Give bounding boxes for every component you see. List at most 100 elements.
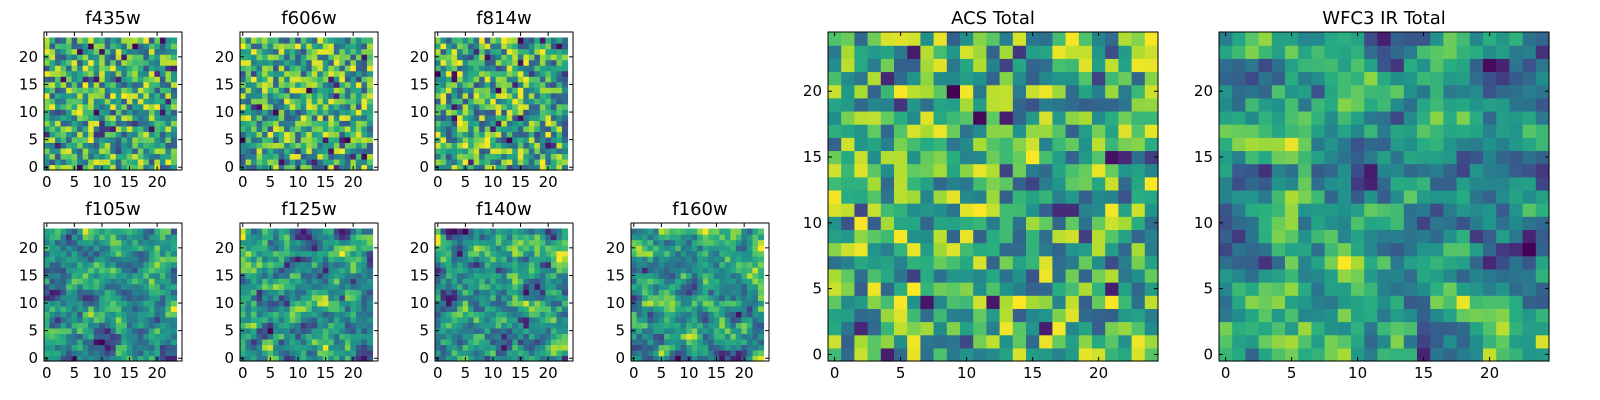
heatmap-cell [339,43,346,50]
heatmap-cell [289,147,296,155]
heatmap-cell [708,305,715,312]
panel-title: f160w [672,199,727,220]
heatmap-cell [71,327,78,334]
heatmap-cell [999,321,1014,336]
heatmap-cell [311,158,318,166]
heatmap-cell [132,98,139,105]
heatmap-cell [44,153,51,160]
heatmap-cell [440,294,447,301]
heatmap-cell [44,59,51,66]
heatmap-cell [561,261,569,268]
heatmap-cell [534,261,541,268]
heatmap-cell [170,92,178,99]
heatmap-cell [440,59,447,66]
heatmap-cell [295,158,302,166]
heatmap-cell [473,37,480,44]
heatmap-cell [262,153,269,160]
heatmap-cell [295,316,302,323]
heatmap-cell [960,71,974,86]
heatmap-cell [451,37,458,44]
heatmap-cell [435,289,442,296]
heatmap-cell [473,349,480,357]
heatmap-cell [126,245,133,252]
heatmap-cell [973,334,987,349]
heatmap-cell [501,344,508,351]
heatmap-cell [104,289,111,296]
heatmap-cell [77,349,84,357]
heatmap-cell [289,114,296,121]
heatmap-cell [132,239,139,246]
heatmap-cell [1144,97,1159,112]
heatmap-cell [675,239,682,246]
heatmap-cell [719,289,726,296]
heatmap-cell [170,344,178,351]
heatmap-cell [713,289,720,296]
heatmap-cell [1105,71,1119,86]
heatmap-cell [451,333,458,340]
heatmap-cell [306,136,313,143]
x-tick-label: 15 [120,173,139,191]
heatmap-cell [245,76,252,83]
heatmap-cell [435,142,442,149]
heatmap-cell [132,355,139,362]
heatmap-cell [920,176,935,191]
heatmap-cell [311,316,318,323]
heatmap-cell [273,70,280,77]
heatmap-cell [165,311,172,318]
heatmap-cell [702,349,709,357]
heatmap-cell [556,250,563,257]
heatmap-cell [44,333,51,340]
heatmap-cell [245,267,252,274]
heatmap-cell [284,98,291,105]
heatmap-cell [77,48,84,55]
heatmap-cell [154,153,161,160]
heatmap-cell [104,54,111,61]
heatmap-cell [697,261,704,268]
heatmap-cell [170,109,178,116]
heatmap-cell [946,32,961,46]
heatmap-cell [278,311,285,318]
heatmap-cell [960,137,974,152]
heatmap-cell [719,311,726,318]
heatmap-cell [730,283,737,290]
heatmap-cell [440,228,447,235]
heatmap-cell [746,283,754,290]
heatmap-cell [697,327,704,334]
heatmap-cell [1026,229,1040,244]
heatmap-cell [545,338,552,346]
heatmap-cell [93,48,100,55]
heatmap-cell [828,308,842,323]
heatmap-cell [473,355,480,362]
heatmap-cell [680,234,687,241]
heatmap-cell [132,158,139,166]
heatmap-cell [484,70,491,77]
heatmap-cell [501,164,508,171]
heatmap-cell [523,228,530,235]
heatmap-cell [126,344,133,351]
heatmap-cell [867,137,882,152]
heatmap-cell [278,294,285,301]
heatmap-cell [143,256,150,263]
y-tick-label: 5 [419,131,429,149]
heatmap-cell [556,158,563,166]
heatmap-cell [1012,84,1027,99]
heatmap-cell [653,289,660,296]
heatmap-cell [894,110,908,125]
heatmap-cell [636,234,643,241]
heatmap-cell [121,344,128,351]
heatmap-cell [1026,295,1040,309]
heatmap-cell [484,267,491,274]
heatmap-cell [545,289,552,296]
heatmap-cell [556,92,563,99]
heatmap-cell [339,256,346,263]
heatmap-cell [44,37,51,44]
heatmap-cell [907,32,921,46]
heatmap-cell [333,327,340,334]
heatmap-cell [1012,334,1027,349]
heatmap-cell [1456,334,1471,349]
heatmap-cell [894,97,908,112]
heatmap-cell [137,87,144,94]
heatmap-cell [137,109,144,116]
heatmap-cell [295,153,302,160]
heatmap-cell [880,255,895,270]
